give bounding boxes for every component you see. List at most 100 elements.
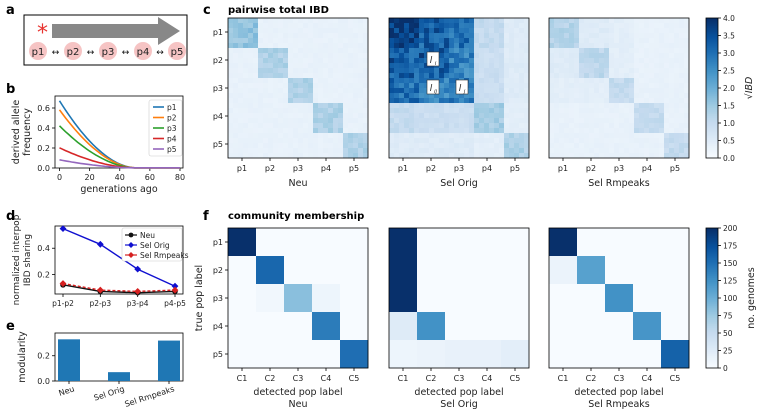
heatmap-cell (489, 153, 495, 159)
heatmap-cell (639, 133, 645, 139)
heatmap-cell (363, 103, 369, 109)
heatmap-cell (679, 148, 685, 154)
heatmap-cell (484, 88, 490, 94)
heatmap-cell (599, 23, 605, 29)
heatmap-cell (263, 63, 269, 69)
heatmap-cell (449, 18, 455, 24)
colorbar-segment (706, 282, 718, 285)
heatmap-cell (574, 68, 580, 74)
heatmap-cell (569, 23, 575, 29)
heatmap-cell (589, 133, 595, 139)
y-tick-label: p3 (213, 84, 223, 93)
heatmap-cell (228, 23, 234, 29)
heatmap-cell (404, 48, 410, 54)
heatmap-cell (479, 43, 485, 49)
heatmap-cell (248, 23, 254, 29)
heatmap-cell (679, 48, 685, 54)
heatmap-cell (569, 143, 575, 149)
heatmap-cell (424, 68, 430, 74)
colorbar-segment (706, 246, 718, 249)
heatmap-cell (599, 18, 605, 24)
heatmap-cell (429, 123, 435, 129)
pop-blob (29, 42, 47, 60)
heatmap-cell (634, 93, 640, 99)
x-tick-label: p3 (293, 164, 303, 173)
heatmap-cell (353, 53, 359, 59)
heatmap-cell (554, 128, 560, 134)
heatmap-cell (654, 148, 660, 154)
heatmap-cell (549, 53, 555, 59)
heatmap-cell (243, 133, 249, 139)
annotation-box (426, 51, 440, 67)
legend-label: p5 (167, 145, 177, 154)
heatmap-cell (243, 108, 249, 114)
heatmap-cell (519, 103, 525, 109)
heatmap-cell (439, 98, 445, 104)
heatmap-cell (509, 33, 515, 39)
heatmap-cell (569, 78, 575, 84)
heatmap-cell (549, 98, 555, 104)
heatmap-cell (444, 83, 450, 89)
heatmap-cell (674, 18, 680, 24)
heatmap-cell (268, 48, 274, 54)
heatmap-cell (599, 68, 605, 74)
heatmap-cell (308, 108, 314, 114)
heatmap-cell (298, 33, 304, 39)
heatmap-cell (258, 73, 264, 79)
heatmap-cell (419, 28, 425, 34)
heatmap-cell (549, 153, 555, 159)
heatmap-cell (278, 103, 284, 109)
heatmap-cell (479, 138, 485, 144)
heatmap-cell (419, 148, 425, 154)
membership-cell (417, 256, 446, 285)
heatmap-cell (318, 133, 324, 139)
heatmap-cell (569, 53, 575, 59)
heatmap-cell (514, 148, 520, 154)
heatmap-cell (283, 133, 289, 139)
colorbar-segment (706, 290, 718, 293)
colorbar-segment (706, 356, 718, 359)
heatmap-cell (293, 133, 299, 139)
heatmap-cell (679, 53, 685, 59)
heatmap-cell (564, 28, 570, 34)
heatmap-cell (399, 123, 405, 129)
heatmap-cell (479, 18, 485, 24)
heatmap-cell (363, 78, 369, 84)
heatmap-cell (659, 18, 665, 24)
heatmap-cell (644, 138, 650, 144)
heatmap-cell (629, 103, 635, 109)
heatmap-cell (509, 63, 515, 69)
heatmap-cell (684, 68, 690, 74)
heatmap-cell (644, 53, 650, 59)
heatmap-cell (479, 98, 485, 104)
heatmap-cell (494, 23, 500, 29)
heatmap-cell (439, 73, 445, 79)
heatmap-cell (629, 78, 635, 84)
heatmap-cell (278, 108, 284, 114)
heatmap-cell (409, 78, 415, 84)
heatmap-cell (343, 58, 349, 64)
heatmap-cell (298, 78, 304, 84)
heatmap-cell (258, 58, 264, 64)
membership-cell (473, 340, 502, 369)
heatmap-cell (303, 73, 309, 79)
heatmap-cell (273, 38, 279, 44)
heatmap-cell (399, 83, 405, 89)
heatmap-cell (308, 143, 314, 149)
heatmap-cell (414, 103, 420, 109)
heatmap-cell (579, 88, 585, 94)
y-tick-label: 0.2 (37, 270, 50, 279)
membership-cell (340, 228, 369, 257)
heatmap-cell (444, 73, 450, 79)
x-tick-label: p2 (265, 164, 275, 173)
membership-cell (605, 284, 634, 313)
heatmap-cell (594, 83, 600, 89)
heatmap-cell (659, 93, 665, 99)
heatmap-cell (248, 88, 254, 94)
heatmap-cell (323, 153, 329, 159)
colorbar-segment (706, 62, 718, 65)
heatmap-cell (434, 148, 440, 154)
heatmap-cell (278, 58, 284, 64)
heatmap-cell (363, 63, 369, 69)
